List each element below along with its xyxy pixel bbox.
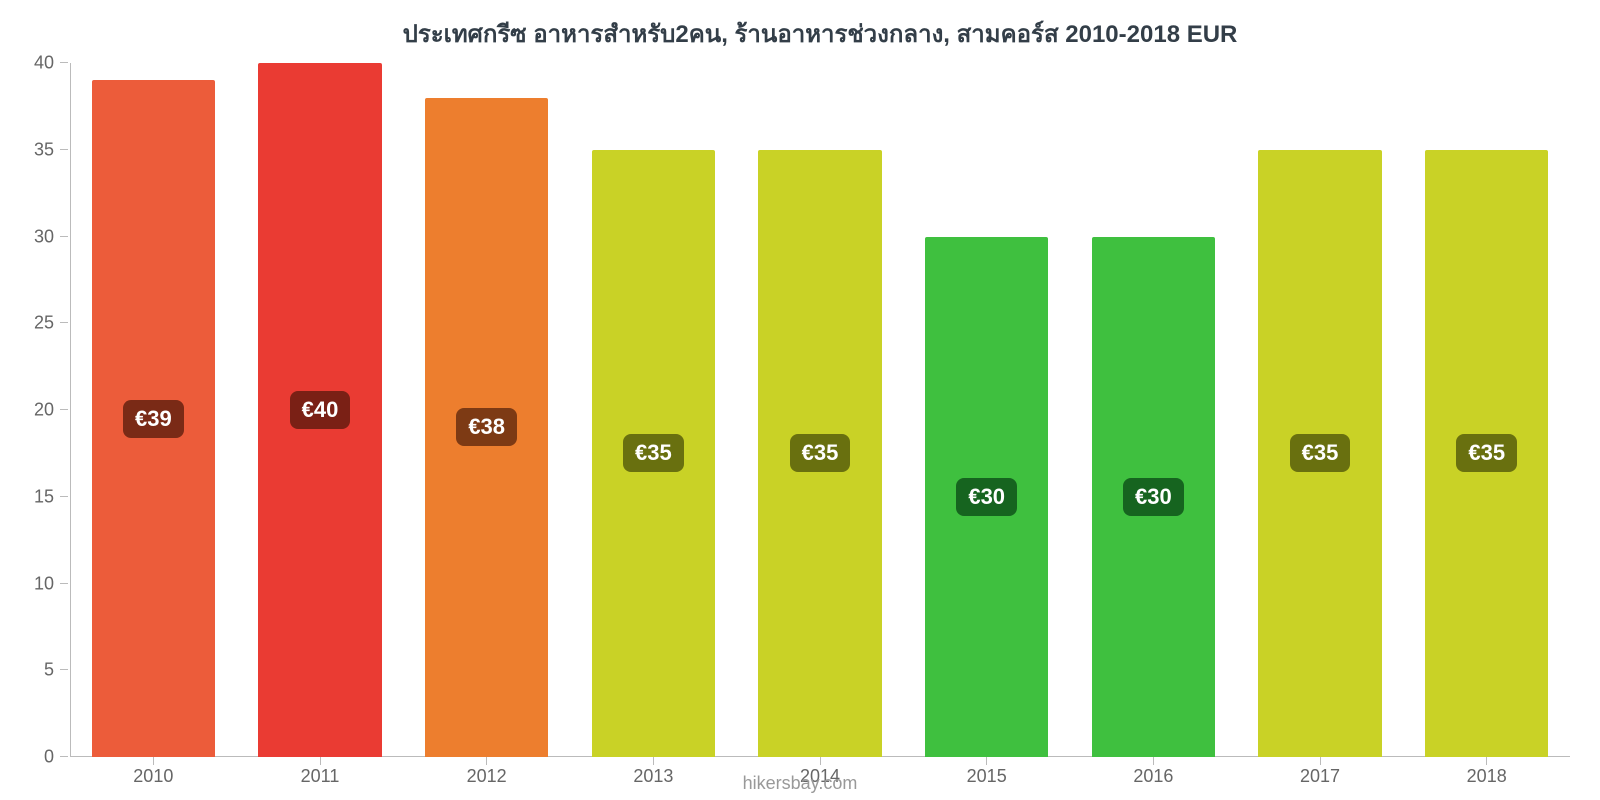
x-tick-mark <box>820 757 821 765</box>
y-tick-mark <box>60 236 68 237</box>
bar: €38 <box>425 98 548 757</box>
y-tick-label: 25 <box>34 313 54 334</box>
bar-slot: €352013 <box>570 63 737 757</box>
x-tick-mark <box>1153 757 1154 765</box>
value-badge: €39 <box>123 400 184 438</box>
bar-slot: €352018 <box>1403 63 1570 757</box>
bar-slot: €382012 <box>403 63 570 757</box>
bar-slot: €352014 <box>737 63 904 757</box>
y-tick-label: 10 <box>34 573 54 594</box>
value-badge: €30 <box>1123 478 1184 516</box>
y-tick-label: 5 <box>44 660 54 681</box>
value-badge: €35 <box>1456 434 1517 472</box>
value-badge: €40 <box>290 391 351 429</box>
bar: €35 <box>1258 150 1381 757</box>
bar-slot: €402011 <box>237 63 404 757</box>
value-badge: €30 <box>956 478 1017 516</box>
y-tick-mark <box>60 756 68 757</box>
source-label: hikersbay.com <box>0 773 1600 794</box>
y-tick-mark <box>60 496 68 497</box>
bar-slot: €302015 <box>903 63 1070 757</box>
plot-area: 0510152025303540 €392010€402011€382012€3… <box>70 63 1570 757</box>
bar-slot: €352017 <box>1237 63 1404 757</box>
value-badge: €35 <box>790 434 851 472</box>
bar: €30 <box>1092 237 1215 758</box>
x-tick-mark <box>986 757 987 765</box>
bar: €30 <box>925 237 1048 758</box>
x-tick-mark <box>653 757 654 765</box>
y-tick-mark <box>60 583 68 584</box>
y-tick-mark <box>60 149 68 150</box>
chart-title: ประเทศกรีซ อาหารสำหรับ2คน, ร้านอาหารช่วง… <box>70 14 1570 53</box>
bar-slot: €302016 <box>1070 63 1237 757</box>
y-tick-label: 20 <box>34 400 54 421</box>
x-tick-mark <box>1320 757 1321 765</box>
x-tick-mark <box>486 757 487 765</box>
value-badge: €35 <box>623 434 684 472</box>
bars-group: €392010€402011€382012€352013€352014€3020… <box>70 63 1570 757</box>
bar: €35 <box>758 150 881 757</box>
y-tick-mark <box>60 409 68 410</box>
bar: €39 <box>92 80 215 757</box>
y-tick-label: 30 <box>34 226 54 247</box>
bar: €35 <box>592 150 715 757</box>
bar: €40 <box>258 63 381 757</box>
y-tick-label: 0 <box>44 747 54 768</box>
y-tick-mark <box>60 62 68 63</box>
x-tick-mark <box>320 757 321 765</box>
value-badge: €38 <box>456 408 517 446</box>
y-tick-label: 40 <box>34 53 54 74</box>
bar-slot: €392010 <box>70 63 237 757</box>
x-tick-mark <box>1486 757 1487 765</box>
x-tick-mark <box>153 757 154 765</box>
y-tick-label: 15 <box>34 486 54 507</box>
y-tick-label: 35 <box>34 139 54 160</box>
y-tick-mark <box>60 669 68 670</box>
y-tick-mark <box>60 322 68 323</box>
chart-container: ประเทศกรีซ อาหารสำหรับ2คน, ร้านอาหารช่วง… <box>0 0 1600 800</box>
bar: €35 <box>1425 150 1548 757</box>
value-badge: €35 <box>1290 434 1351 472</box>
